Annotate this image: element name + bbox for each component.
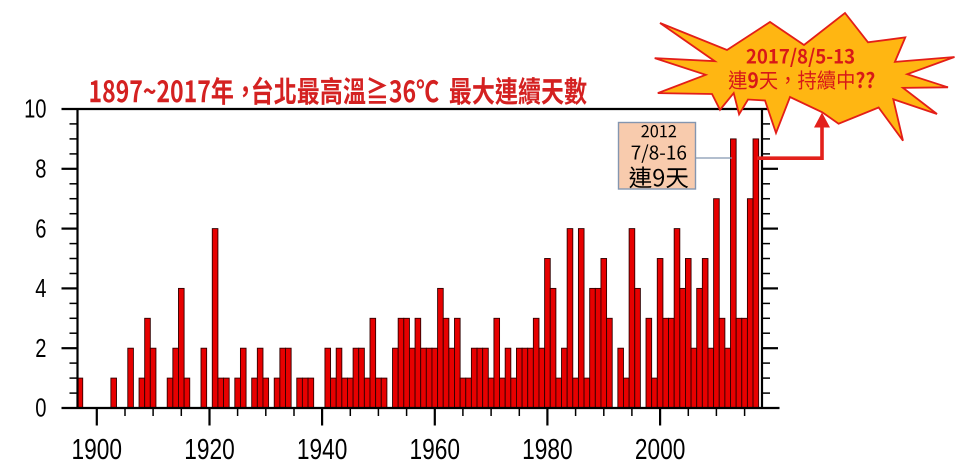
svg-text:6: 6 (35, 215, 46, 243)
svg-text:4: 4 (35, 275, 46, 303)
svg-text:8: 8 (35, 156, 46, 184)
svg-text:1980: 1980 (522, 434, 573, 461)
svg-text:10: 10 (24, 96, 46, 124)
svg-text:2000: 2000 (635, 434, 686, 461)
svg-text:1940: 1940 (297, 434, 348, 461)
svg-text:1900: 1900 (72, 434, 123, 461)
svg-text:0: 0 (35, 395, 46, 423)
svg-text:1920: 1920 (184, 434, 235, 461)
svg-text:2: 2 (35, 335, 46, 363)
svg-text:1960: 1960 (410, 434, 461, 461)
